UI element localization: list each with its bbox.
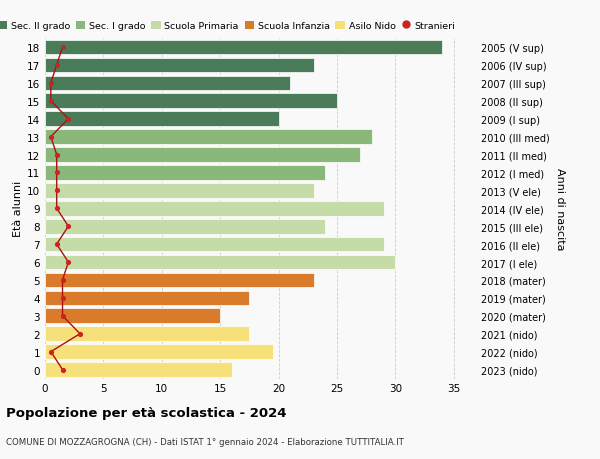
Bar [45,219,325,234]
Point [52,169,61,177]
Bar [45,255,395,270]
Bar [45,202,383,216]
Bar [45,130,372,145]
Text: Popolazione per età scolastica - 2024: Popolazione per età scolastica - 2024 [6,406,287,419]
Point [46,348,56,356]
Bar [45,273,314,288]
Bar [45,76,290,91]
Bar [45,184,314,198]
Bar [45,148,360,162]
Point [58,295,67,302]
Point [64,116,73,123]
Point [52,205,61,213]
Point [46,98,56,105]
Point [58,313,67,320]
Bar [45,345,272,359]
Point [46,80,56,87]
Point [46,134,56,141]
Point [52,151,61,159]
Point [75,330,85,338]
Point [52,62,61,69]
Bar [45,309,220,324]
Point [58,44,67,51]
Bar [45,41,442,55]
Point [64,259,73,266]
Bar [45,291,250,306]
Legend: Sec. II grado, Sec. I grado, Scuola Primaria, Scuola Infanzia, Asilo Nido, Stran: Sec. II grado, Sec. I grado, Scuola Prim… [0,22,455,31]
Bar [45,94,337,109]
Bar [45,237,383,252]
Text: COMUNE DI MOZZAGROGNA (CH) - Dati ISTAT 1° gennaio 2024 - Elaborazione TUTTITALI: COMUNE DI MOZZAGROGNA (CH) - Dati ISTAT … [6,437,404,446]
Y-axis label: Anni di nascita: Anni di nascita [556,168,565,250]
Y-axis label: Età alunni: Età alunni [13,181,23,237]
Point [58,366,67,374]
Point [58,277,67,284]
Bar [45,327,250,341]
Bar [45,58,314,73]
Bar [45,112,278,127]
Point [64,223,73,230]
Bar [45,363,232,377]
Point [52,241,61,248]
Point [52,187,61,195]
Bar [45,166,325,180]
